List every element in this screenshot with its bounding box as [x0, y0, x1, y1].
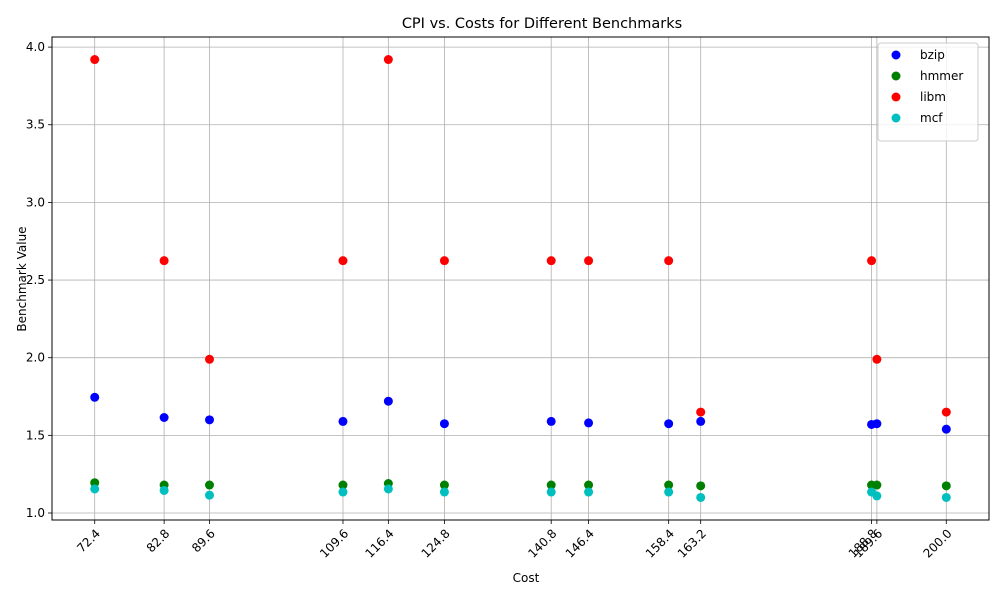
- libm-point: [941, 407, 951, 417]
- bzip-point: [941, 424, 951, 434]
- libm-point: [205, 354, 215, 364]
- y-tick-label: 4.0: [26, 40, 45, 54]
- y-tick-label: 3.0: [26, 195, 45, 209]
- bzip-point: [383, 396, 393, 406]
- mcf-point: [205, 490, 215, 500]
- series-libm: [90, 55, 951, 417]
- libm-point: [867, 256, 877, 266]
- mcf-point: [159, 485, 169, 495]
- legend-label: bzip: [920, 48, 945, 62]
- libm-point: [383, 55, 393, 65]
- y-axis-ticks: 1.0 1.5 2.0 2.5 3.0 3.5 4.0: [26, 40, 52, 520]
- legend-label: libm: [920, 90, 946, 104]
- bzip-point: [584, 418, 594, 428]
- bzip-point: [90, 392, 100, 402]
- hmmer-point: [872, 480, 882, 490]
- hmmer-point: [338, 480, 348, 490]
- legend-marker: [891, 113, 901, 123]
- libm-point: [546, 256, 556, 266]
- mcf-point: [872, 491, 882, 501]
- legend-marker: [891, 71, 901, 81]
- mcf-point: [90, 484, 100, 494]
- legend: bzip hmmer libm mcf: [877, 42, 979, 142]
- libm-point: [338, 256, 348, 266]
- libm-point: [159, 256, 169, 266]
- x-axis-label: Cost: [513, 571, 540, 585]
- y-tick-label: 2.5: [26, 273, 45, 287]
- bzip-point: [546, 416, 556, 426]
- legend-label: mcf: [920, 111, 943, 125]
- mcf-point: [696, 492, 706, 502]
- libm-point: [872, 354, 882, 364]
- libm-point: [696, 407, 706, 417]
- y-tick-label: 1.5: [26, 428, 45, 442]
- hmmer-point: [941, 481, 951, 491]
- legend-label: hmmer: [920, 69, 963, 83]
- hmmer-point: [439, 480, 449, 490]
- grid-lines: [52, 37, 989, 520]
- y-axis-label: Benchmark Value: [15, 226, 29, 331]
- y-tick-label: 2.0: [26, 351, 45, 365]
- hmmer-point: [546, 480, 556, 490]
- plot-frame: [51, 36, 990, 521]
- data-points: [90, 55, 951, 502]
- mcf-point: [338, 487, 348, 497]
- mcf-point: [941, 492, 951, 502]
- mcf-point: [383, 484, 393, 494]
- hmmer-point: [696, 481, 706, 491]
- libm-point: [439, 256, 449, 266]
- legend-marker: [891, 92, 901, 102]
- bzip-point: [696, 416, 706, 426]
- mcf-point: [546, 487, 556, 497]
- bzip-point: [338, 416, 348, 426]
- mcf-point: [664, 487, 674, 497]
- libm-point: [664, 256, 674, 266]
- y-tick-label: 1.0: [26, 506, 45, 520]
- mcf-point: [439, 487, 449, 497]
- mcf-point: [584, 487, 594, 497]
- bzip-point: [439, 419, 449, 429]
- libm-point: [584, 256, 594, 266]
- hmmer-point: [584, 480, 594, 490]
- chart-title: CPI vs. Costs for Different Benchmarks: [402, 16, 682, 32]
- hmmer-point: [90, 478, 100, 488]
- bzip-point: [664, 419, 674, 429]
- hmmer-point: [205, 480, 215, 490]
- y-tick-label: 3.5: [26, 118, 45, 132]
- legend-box: [877, 42, 979, 142]
- series-mcf: [90, 484, 951, 502]
- bzip-point: [159, 412, 169, 422]
- bzip-point: [872, 419, 882, 429]
- series-bzip: [90, 392, 951, 434]
- hmmer-point: [664, 480, 674, 490]
- libm-point: [90, 55, 100, 65]
- legend-marker: [891, 50, 901, 60]
- bzip-point: [205, 415, 215, 425]
